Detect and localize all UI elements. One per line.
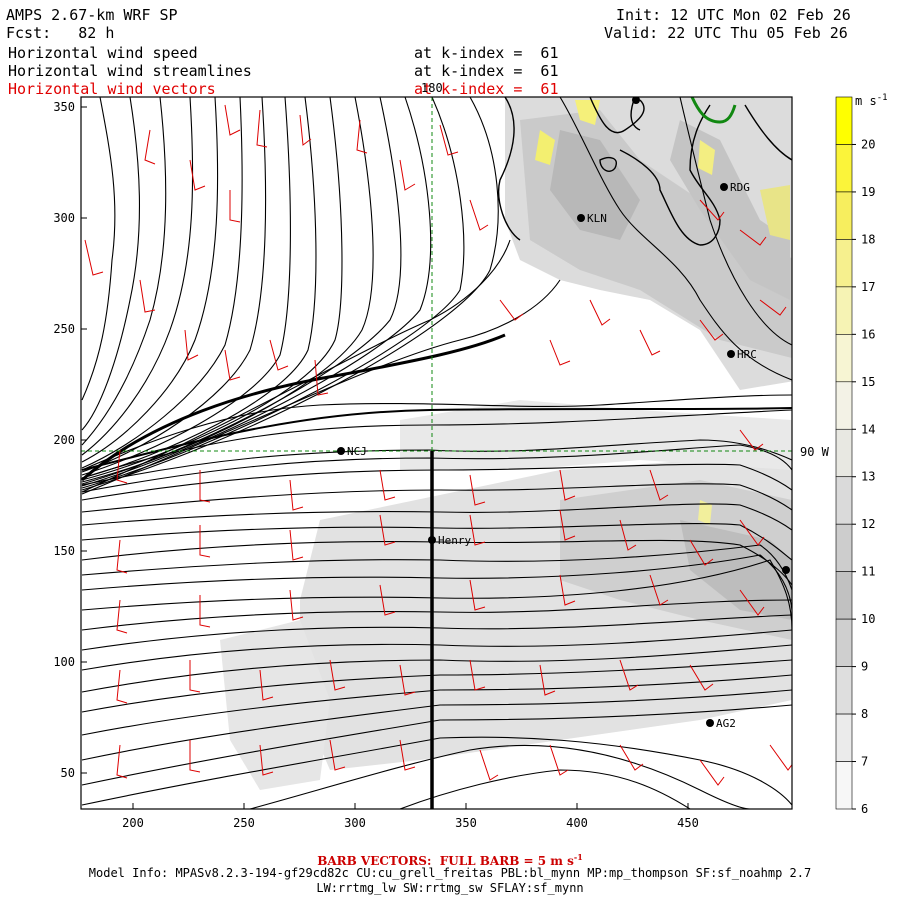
colorbar-swatch xyxy=(835,476,853,525)
meridian-180-label: 180 xyxy=(421,81,443,95)
station-dot xyxy=(720,183,728,191)
colorbar-label: 11 xyxy=(861,565,875,579)
plot-title: AMPS 2.67-km WRF SP xyxy=(6,6,178,24)
station-label: AG2 xyxy=(716,717,736,730)
field-name-speed: Horizontal wind speed xyxy=(8,44,198,62)
x-tick-label: 200 xyxy=(122,816,144,830)
colorbar-swatch xyxy=(835,286,853,335)
colorbar-swatch xyxy=(835,523,853,572)
valid-time: Valid: 22 UTC Thu 05 Feb 26 xyxy=(604,24,848,42)
x-tick-label: 400 xyxy=(566,816,588,830)
x-axis-ticks: 200 250 300 350 400 450 xyxy=(122,803,699,830)
colorbar-label: 10 xyxy=(861,612,875,626)
colorbar-label: 14 xyxy=(861,422,875,436)
x-tick-label: 300 xyxy=(344,816,366,830)
barb-legend: BARB VECTORS: FULL BARB = 5 m s-1 xyxy=(317,852,583,868)
colorbar: 20 19 18 17 16 15 14 13 12 11 10 9 8 7 6 xyxy=(835,96,875,816)
colorbar-swatch xyxy=(835,191,853,240)
colorbar-label: 16 xyxy=(861,327,875,341)
map-frame xyxy=(80,96,793,810)
colorbar-swatch xyxy=(835,239,853,288)
colorbar-swatch xyxy=(835,428,853,478)
station-dot xyxy=(706,719,714,727)
colorbar-swatch xyxy=(835,666,853,715)
y-tick-label: 200 xyxy=(53,433,75,447)
colorbar-swatch xyxy=(835,144,853,193)
streamlines xyxy=(81,97,792,809)
field-level-speed: at k-index = 61 xyxy=(414,44,559,62)
main-streamline xyxy=(81,333,506,482)
y-tick-label: 300 xyxy=(53,211,75,225)
colorbar-label: 8 xyxy=(861,707,868,721)
colorbar-label: 20 xyxy=(861,137,875,151)
station-dot xyxy=(428,536,436,544)
wind-speed-shading xyxy=(220,97,792,790)
edge-station-marker-top xyxy=(632,97,640,104)
station-dot xyxy=(727,350,735,358)
model-info: Model Info: MPASv8.2.3-194-gf29cd82c CU:… xyxy=(88,866,812,880)
x-tick-label: 450 xyxy=(677,816,699,830)
x-tick-label: 250 xyxy=(233,816,255,830)
init-time: Init: 12 UTC Mon 02 Feb 26 xyxy=(616,6,851,24)
station-label: HRC xyxy=(737,348,757,361)
colorbar-label: 12 xyxy=(861,517,875,531)
x-tick-label: 350 xyxy=(455,816,477,830)
y-tick-label: 250 xyxy=(53,322,75,336)
field-level-vectors: at k-index = 61 xyxy=(414,80,559,98)
station-label: KLN xyxy=(587,212,607,225)
colorbar-label: 13 xyxy=(861,470,875,484)
colorbar-swatch xyxy=(835,334,853,383)
forecast-hour: Fcst: 82 h xyxy=(6,24,115,42)
station-label: NCJ xyxy=(347,445,367,458)
ice-shelf-edge xyxy=(690,97,737,124)
colorbar-swatch xyxy=(835,713,853,762)
station-dot xyxy=(577,214,585,222)
colorbar-swatch xyxy=(835,96,853,145)
meridian-90w-label: 90 W xyxy=(800,445,830,459)
y-tick-label: 100 xyxy=(53,655,75,669)
y-tick-label: 150 xyxy=(53,544,75,558)
station-markers: RDG KLN HRC NCJ Henry AG2 xyxy=(337,181,757,730)
colorbar-swatch xyxy=(835,571,853,620)
colorbar-label: 18 xyxy=(861,232,875,246)
station-label: RDG xyxy=(730,181,750,194)
station-label: Henry xyxy=(438,534,471,547)
colorbar-swatch xyxy=(835,761,853,810)
secondary-streamline xyxy=(81,407,792,471)
field-name-streamlines: Horizontal wind streamlines xyxy=(8,62,252,80)
y-tick-label: 350 xyxy=(53,100,75,114)
colorbar-label: 9 xyxy=(861,660,868,674)
colorbar-label: 15 xyxy=(861,375,875,389)
colorbar-label: 19 xyxy=(861,185,875,199)
colorbar-swatch xyxy=(835,618,853,667)
colorbar-swatch xyxy=(835,381,853,430)
y-tick-label: 50 xyxy=(61,766,75,780)
wind-barbs xyxy=(84,104,792,786)
colorbar-label: 6 xyxy=(861,802,868,816)
colorbar-unit: m s-1 xyxy=(855,93,888,108)
edge-station-marker xyxy=(782,566,790,574)
station-dot xyxy=(337,447,345,455)
field-level-streamlines: at k-index = 61 xyxy=(414,62,559,80)
model-info-2: LW:rrtmg_lw SW:rrtmg_sw SFLAY:sf_mynn xyxy=(316,881,584,895)
field-name-vectors: Horizontal wind vectors xyxy=(8,80,216,98)
y-axis-ticks: 350 300 250 200 150 100 50 xyxy=(53,100,87,780)
colorbar-label: 7 xyxy=(861,755,868,769)
colorbar-label: 17 xyxy=(861,280,875,294)
